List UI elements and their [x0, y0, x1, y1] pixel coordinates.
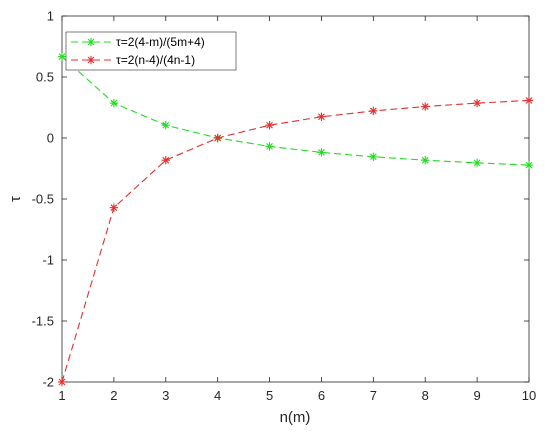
data-point	[369, 152, 378, 161]
x-tick-label: 7	[370, 388, 377, 403]
legend-marker	[86, 37, 96, 47]
x-tick-label: 8	[422, 388, 429, 403]
legend-entry-label: τ=2(n-4)/(4n-1)	[116, 53, 195, 67]
y-tick-label: -0.5	[32, 192, 54, 207]
data-point	[109, 203, 119, 212]
legend-entry-label: τ=2(4-m)/(5m+4)	[116, 35, 205, 49]
series-line-0	[61, 56, 530, 166]
data-point	[265, 142, 274, 151]
y-tick-label: 0.5	[36, 70, 54, 85]
y-tick-label: 0	[47, 131, 54, 146]
data-point	[213, 133, 222, 143]
data-point	[161, 120, 170, 130]
x-tick-labels: 1 2 3 4 5 6 7 8 9 10	[58, 388, 536, 403]
legend-marker	[86, 55, 96, 65]
y-tick-label: -1.5	[32, 314, 54, 329]
data-point	[317, 148, 326, 157]
data-point	[472, 158, 482, 168]
x-tick-label: 3	[162, 388, 169, 403]
x-axis-label: n(m)	[280, 409, 311, 426]
plot-area	[61, 15, 530, 383]
data-point	[524, 160, 534, 170]
data-point	[421, 156, 430, 165]
data-point	[317, 112, 326, 121]
series-layer	[57, 52, 534, 387]
y-tick-label: 1	[47, 9, 54, 24]
y-tick-labels: -2 -1.5 -1 -0.5 0 0.5 1	[32, 9, 54, 390]
data-point	[265, 120, 274, 130]
data-point	[524, 96, 534, 105]
data-point	[472, 98, 482, 108]
x-tick-label: 2	[110, 388, 117, 403]
data-point	[109, 98, 119, 108]
x-tick-label: 4	[214, 388, 221, 403]
data-point	[161, 156, 170, 165]
x-tick-label: 6	[318, 388, 325, 403]
legend: τ=2(4-m)/(5m+4) τ=2(n-4)/(4n-1)	[65, 31, 237, 71]
data-point	[421, 102, 430, 111]
data-point	[57, 52, 67, 61]
data-point	[57, 377, 67, 387]
x-tick-label: 1	[58, 388, 65, 403]
y-tick-label: -1	[42, 253, 54, 268]
y-axis-label: τ	[7, 196, 24, 202]
x-tick-label: 5	[266, 388, 273, 403]
series-line-1	[61, 99, 530, 383]
axis-ticks	[61, 15, 530, 383]
legend-box	[65, 31, 237, 71]
x-tick-label: 9	[473, 388, 480, 403]
data-point	[369, 106, 378, 116]
y-tick-label: -2	[42, 375, 54, 390]
x-tick-label: 10	[522, 388, 536, 403]
